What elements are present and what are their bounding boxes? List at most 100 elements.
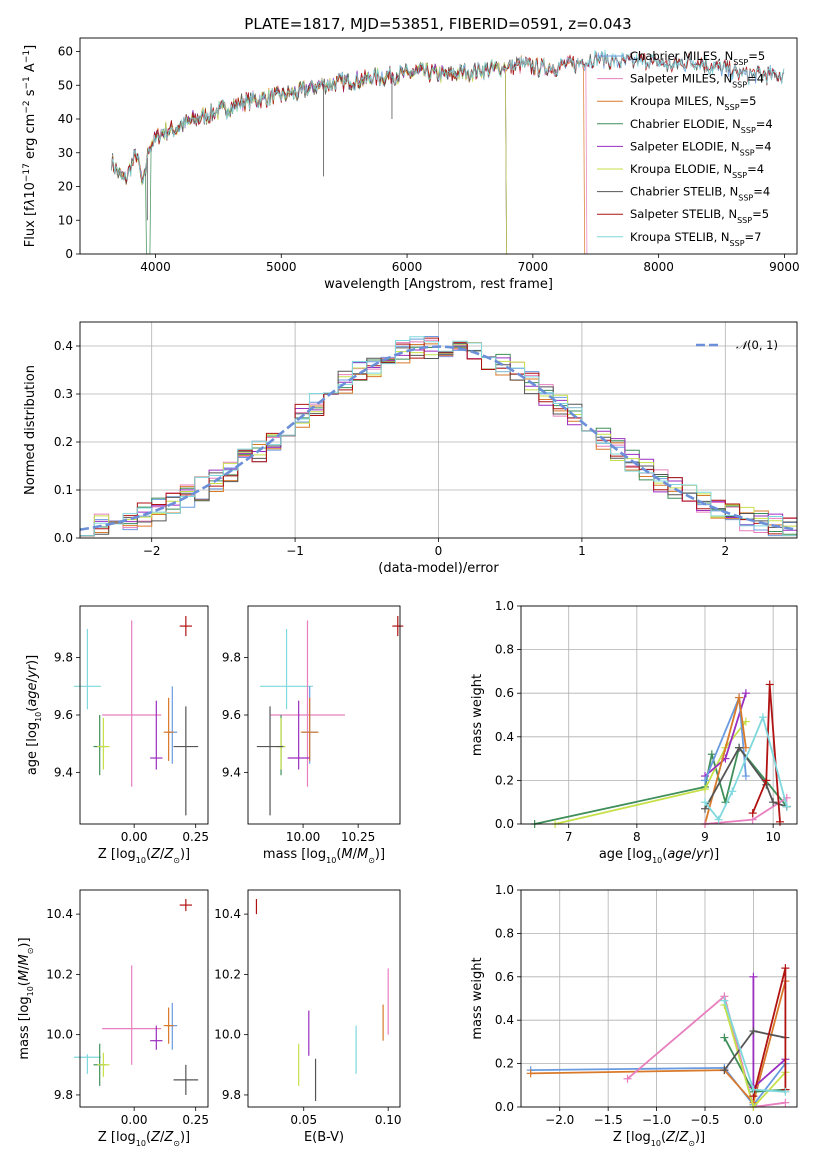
hist-series-step [79, 343, 797, 538]
hist-gaussian-curve [79, 345, 798, 531]
spectrum-legend-label: Chabrier MILES, NSSP=5 [630, 49, 765, 67]
wZ-xtick-label: −1.0 [642, 1113, 671, 1127]
wAge-ytick-label: 0.0 [495, 817, 514, 831]
ageZ-ytick-label: 9.6 [54, 708, 73, 722]
spectrum-ytick-label: 0 [65, 247, 73, 261]
wZ-ytick-label: 0.2 [495, 1057, 514, 1071]
hist-xlabel: (data-model)/error [378, 561, 499, 576]
ageM-xlabel: mass [log10(M/M⊙)] [263, 847, 385, 865]
wZ-ylabel: mass weight [470, 957, 485, 1039]
wAge-xtick-label: 8 [633, 830, 641, 844]
wAge-ytick-label: 0.6 [495, 686, 514, 700]
spectrum-xtick-label: 8000 [643, 260, 674, 274]
massZ-xtick-label: 0.25 [182, 1113, 209, 1127]
wZ-xtick-label: −1.5 [594, 1113, 623, 1127]
spectrum-series-line [111, 53, 785, 183]
spectrum-legend-label: Salpeter STELIB, NSSP=5 [630, 207, 769, 225]
hist-xtick-label: −2 [143, 544, 161, 558]
spectrum-series-line [111, 51, 785, 184]
wAge-xlabel: age [log10(age/yr)] [599, 847, 719, 865]
wAge-frame [520, 605, 798, 825]
massZ-frame [79, 889, 209, 1108]
spectrum-legend-label: Salpeter ELODIE, NSSP=4 [630, 139, 772, 157]
massZ-ylabel: mass [log10(M/M⊙)] [17, 937, 35, 1059]
ageM-ytick-label: 9.6 [222, 708, 241, 722]
massEBV-ytick-label: 10.4 [214, 907, 241, 921]
ageM-xtick-label: 10.25 [341, 830, 375, 844]
hist-xtick-label: 1 [578, 544, 586, 558]
massZ-ytick-label: 10.2 [46, 967, 73, 981]
wZ-ytick-label: 0.6 [495, 970, 514, 984]
ageM-ytick-label: 9.4 [222, 765, 241, 779]
massZ-xtick-label: 0.00 [121, 1113, 148, 1127]
wAge-ytick-label: 0.4 [495, 730, 514, 744]
massZ-ytick-label: 10.4 [46, 907, 73, 921]
spectrum-series-line [111, 49, 785, 184]
massEBV-axes: 0.05 0.10 9.8 10.0 10.2 10.4 E(B-V) [214, 907, 401, 1145]
massEBV-ytick-label: 9.8 [222, 1088, 241, 1102]
wZ-ytick-label: 0.8 [495, 926, 514, 940]
massEBV-xtick-label: 0.05 [290, 1113, 317, 1127]
ageZ-ytick-label: 9.8 [54, 651, 73, 665]
hist-ytick-label: 0.3 [54, 387, 73, 401]
spectrum-legend-label: Kroupa STELIB, NSSP=7 [630, 230, 761, 248]
ageM-ytick-label: 9.8 [222, 651, 241, 665]
hist-ytick-label: 0.2 [54, 435, 73, 449]
wZ-ytick-label: 0.0 [495, 1100, 514, 1114]
figure-title: PLATE=1817, MJD=53851, FIBERID=0591, z=0… [244, 15, 631, 33]
spectrum-legend-label: Kroupa ELODIE, NSSP=4 [630, 162, 764, 180]
wAge-ytick-label: 1.0 [495, 599, 514, 613]
spectrum-legend-label: Chabrier ELODIE, NSSP=4 [630, 117, 773, 135]
hist-ytick-label: 0.1 [54, 483, 73, 497]
spectrum-xtick-label: 6000 [392, 260, 423, 274]
ageM-xtick-label: 10.00 [286, 830, 320, 844]
wAge-ytick-label: 0.8 [495, 643, 514, 657]
hist-ytick-label: 0.0 [54, 531, 73, 545]
massZ-xlabel: Z [log10(Z/Z⊙)] [98, 1130, 190, 1148]
spectrum-ytick-label: 20 [58, 180, 73, 194]
massEBV-xtick-label: 0.10 [375, 1113, 402, 1127]
wAge-xtick-label: 7 [565, 830, 573, 844]
massZ-ytick-label: 9.8 [54, 1088, 73, 1102]
ageZ-ytick-label: 9.4 [54, 765, 73, 779]
spectrum-legend-label: Salpeter MILES, NSSP=4 [630, 72, 764, 90]
ageZ-xtick-label: 0.00 [121, 830, 148, 844]
hist-xtick-label: 0 [435, 544, 443, 558]
wAge-ytick-label: 0.2 [495, 773, 514, 787]
wAge-xtick-label: 10 [766, 830, 781, 844]
massEBV-frame [247, 889, 401, 1108]
ageM-axes: 10.00 10.25 9.4 9.6 9.8 mass [log10(M/M⊙)] [222, 651, 385, 865]
wZ-ytick-label: 1.0 [495, 883, 514, 897]
spectrum-xtick-label: 5000 [266, 260, 297, 274]
spectrum-xtick-label: 7000 [518, 260, 549, 274]
hist-frame [79, 321, 798, 539]
massZ-ytick-label: 10.0 [46, 1028, 73, 1042]
ageZ-frame [79, 605, 209, 825]
wAge-ylabel: mass weight [470, 674, 485, 756]
spectrum-xtick-label: 9000 [769, 260, 800, 274]
wZ-xtick-label: 0.0 [744, 1113, 763, 1127]
spectrum-xlabel: wavelength [Angstrom, rest frame] [324, 277, 553, 292]
massEBV-ytick-label: 10.2 [214, 967, 241, 981]
ageZ-axes: 0.00 0.25 9.4 9.6 9.8 Z [log10(Z/Z⊙)] age [log… [25, 651, 209, 865]
wZ-ytick-label: 0.4 [495, 1013, 514, 1027]
ageZ-xlabel: Z [log10(Z/Z⊙)] [98, 847, 190, 865]
spectrum-legend-label: Chabrier STELIB, NSSP=4 [630, 185, 770, 203]
massEBV-xlabel: E(B-V) [304, 1130, 344, 1145]
hist-xtick-label: 2 [721, 544, 729, 558]
wZ-xtick-label: −0.5 [690, 1113, 719, 1127]
spectrum-ylabel: Flux [fλ10−17 erg cm−2 s−1 A−1] [22, 45, 38, 247]
plot-layer: 4000 5000 6000 7000 8000 90000102030405060wav… [17, 37, 800, 1148]
spectrum-axes: 4000 5000 6000 7000 8000 9000 0 10 20 30 40 50 60 wav… [22, 45, 800, 293]
spectrum-xtick-label: 4000 [140, 260, 171, 274]
hist-xtick-label: −1 [286, 544, 304, 558]
spectrum-frame [79, 37, 798, 255]
spectrum-ytick-label: 10 [58, 213, 73, 227]
massZ-axes: 0.00 0.25 9.8 10.0 10.2 10.4 Z [log10(Z/Z⊙)] ma… [17, 907, 209, 1147]
wAge-series-line [751, 684, 781, 822]
wZ-frame [520, 889, 798, 1108]
hist-legend-label: 𝒩(0, 1) [736, 338, 778, 352]
massEBV-ytick-label: 10.0 [214, 1028, 241, 1042]
wZ-xtick-label: −2.0 [545, 1113, 574, 1127]
